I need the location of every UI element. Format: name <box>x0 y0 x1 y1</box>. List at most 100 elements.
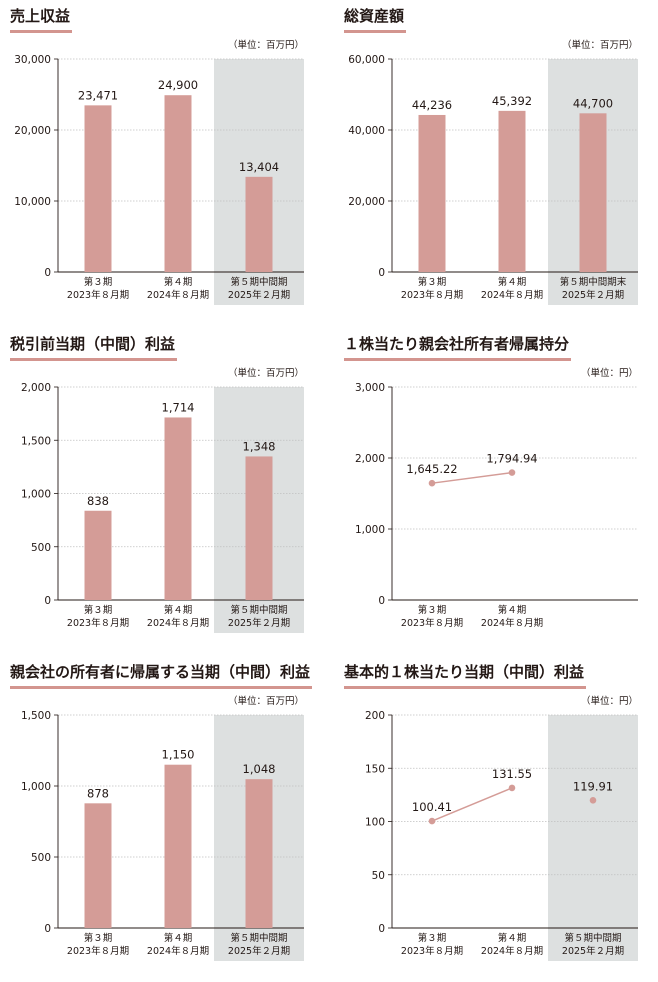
data-label: 1,348 <box>243 439 276 453</box>
data-point <box>589 796 597 804</box>
x-category-sublabel: 2024年８月期 <box>481 617 543 629</box>
chart-title: 税引前当期（中間）利益 <box>10 334 178 361</box>
chart-title: 親会社の所有者に帰属する当期（中間）利益 <box>10 662 313 689</box>
data-label: 44,236 <box>412 98 452 112</box>
x-category-sublabel: 2023年８月期 <box>401 945 463 957</box>
x-category-sublabel: 2024年８月期 <box>147 945 209 957</box>
data-point <box>508 784 516 792</box>
data-label: 1,645.22 <box>406 462 457 476</box>
x-category-label: 第４期 <box>164 604 193 616</box>
bar <box>579 113 607 272</box>
x-category-sublabel: 2024年８月期 <box>147 617 209 629</box>
data-label: 23,471 <box>78 88 118 102</box>
y-tick-label: 20,000 <box>14 125 51 137</box>
y-tick-label: 30,000 <box>14 54 51 66</box>
x-category-sublabel: 2023年８月期 <box>401 617 463 629</box>
x-category-label: 第４期 <box>498 276 527 288</box>
x-category-sublabel: 2023年８月期 <box>67 289 129 301</box>
data-point <box>428 479 436 487</box>
y-tick-label: 20,000 <box>348 196 385 208</box>
chart-panel-total-assets: 総資産額 （単位：百万円） 0 20,000 40,000 60,000 第３期 2023年… <box>344 6 658 326</box>
bar <box>84 510 112 600</box>
y-tick-label: 1,000 <box>355 524 385 536</box>
x-category-sublabel: 2024年８月期 <box>481 945 543 957</box>
chart-title: 基本的１株当たり当期（中間）利益 <box>344 662 587 689</box>
unit-label: （単位：百万円） <box>228 695 304 707</box>
x-category-sublabel: 2023年８月期 <box>67 617 129 629</box>
data-label: 1,794.94 <box>486 452 537 466</box>
y-tick-label: 500 <box>31 542 51 554</box>
chart-title: １株当たり親会社所有者帰属持分 <box>344 334 572 361</box>
x-category-label: 第５期中間期 <box>230 932 287 944</box>
bar <box>84 803 112 928</box>
x-category-label: 第３期 <box>418 604 447 616</box>
x-category-label: 第３期 <box>418 932 447 944</box>
y-tick-label: 1,000 <box>21 489 51 501</box>
unit-label: （単位：円） <box>581 367 638 379</box>
bar <box>245 456 273 600</box>
x-category-label: 第４期 <box>164 932 193 944</box>
y-tick-label: 0 <box>44 923 51 935</box>
y-tick-label: 0 <box>44 595 51 607</box>
series-line <box>431 787 513 822</box>
data-label: 1,048 <box>243 762 276 776</box>
x-category-sublabel: 2025年２月期 <box>228 289 290 301</box>
bar <box>245 176 273 272</box>
data-label: 838 <box>87 494 109 508</box>
y-tick-label: 60,000 <box>348 54 385 66</box>
y-tick-label: 0 <box>378 923 385 935</box>
x-category-sublabel: 2023年８月期 <box>67 945 129 957</box>
x-category-label: 第４期 <box>164 276 193 288</box>
y-tick-label: 2,000 <box>355 453 385 465</box>
data-label: 131.55 <box>492 767 532 781</box>
y-tick-label: 100 <box>365 817 385 829</box>
data-point <box>428 817 436 825</box>
unit-label: （単位：百万円） <box>562 39 638 51</box>
y-tick-label: 10,000 <box>14 196 51 208</box>
data-label: 100.41 <box>412 800 452 814</box>
data-label: 45,392 <box>492 94 532 108</box>
bar <box>245 779 273 928</box>
y-tick-label: 0 <box>378 267 385 279</box>
chart-title: 総資産額 <box>344 6 407 33</box>
x-category-label: 第３期 <box>84 276 113 288</box>
data-label: 878 <box>87 786 109 800</box>
chart-panel-revenue: 売上収益 （単位：百万円） 0 10,000 20,000 30,000 第３期 2023年… <box>10 6 330 326</box>
data-label: 119.91 <box>573 779 613 793</box>
bar <box>164 764 192 928</box>
bar <box>84 105 112 273</box>
y-tick-label: 500 <box>31 852 51 864</box>
x-category-sublabel: 2025年２月期 <box>228 945 290 957</box>
y-tick-label: 3,000 <box>355 382 385 394</box>
x-category-label: 第５期中間期 <box>230 276 287 288</box>
unit-label: （単位：百万円） <box>228 367 304 379</box>
y-tick-label: 1,000 <box>21 781 51 793</box>
data-label: 1,714 <box>162 400 195 414</box>
unit-label: （単位：百万円） <box>228 39 304 51</box>
data-label: 44,700 <box>573 96 613 110</box>
y-tick-label: 0 <box>378 595 385 607</box>
chart-panel-net-profit: 親会社の所有者に帰属する当期（中間）利益 （単位：百万円） 0 500 1,000 1,… <box>10 662 330 982</box>
bar <box>418 114 446 273</box>
y-tick-label: 1,500 <box>21 435 51 447</box>
data-label: 1,150 <box>162 748 195 762</box>
x-category-label: 第４期 <box>498 604 527 616</box>
chart-panel-eps: 基本的１株当たり当期（中間）利益 （単位：円） 0 50 100 150 200 第３期 20… <box>344 662 658 982</box>
x-category-label: 第５期中間期 <box>230 604 287 616</box>
data-point <box>508 469 516 476</box>
x-category-label: 第３期 <box>84 932 113 944</box>
series-line <box>431 471 513 484</box>
x-category-sublabel: 2025年２月期 <box>228 617 290 629</box>
y-tick-label: 200 <box>365 710 385 722</box>
x-category-sublabel: 2025年２月期 <box>562 945 624 957</box>
y-tick-label: 50 <box>372 870 385 882</box>
y-tick-label: 2,000 <box>21 382 51 394</box>
x-category-sublabel: 2025年２月期 <box>562 289 624 301</box>
y-tick-label: 1,500 <box>21 710 51 722</box>
x-category-label: 第３期 <box>418 276 447 288</box>
